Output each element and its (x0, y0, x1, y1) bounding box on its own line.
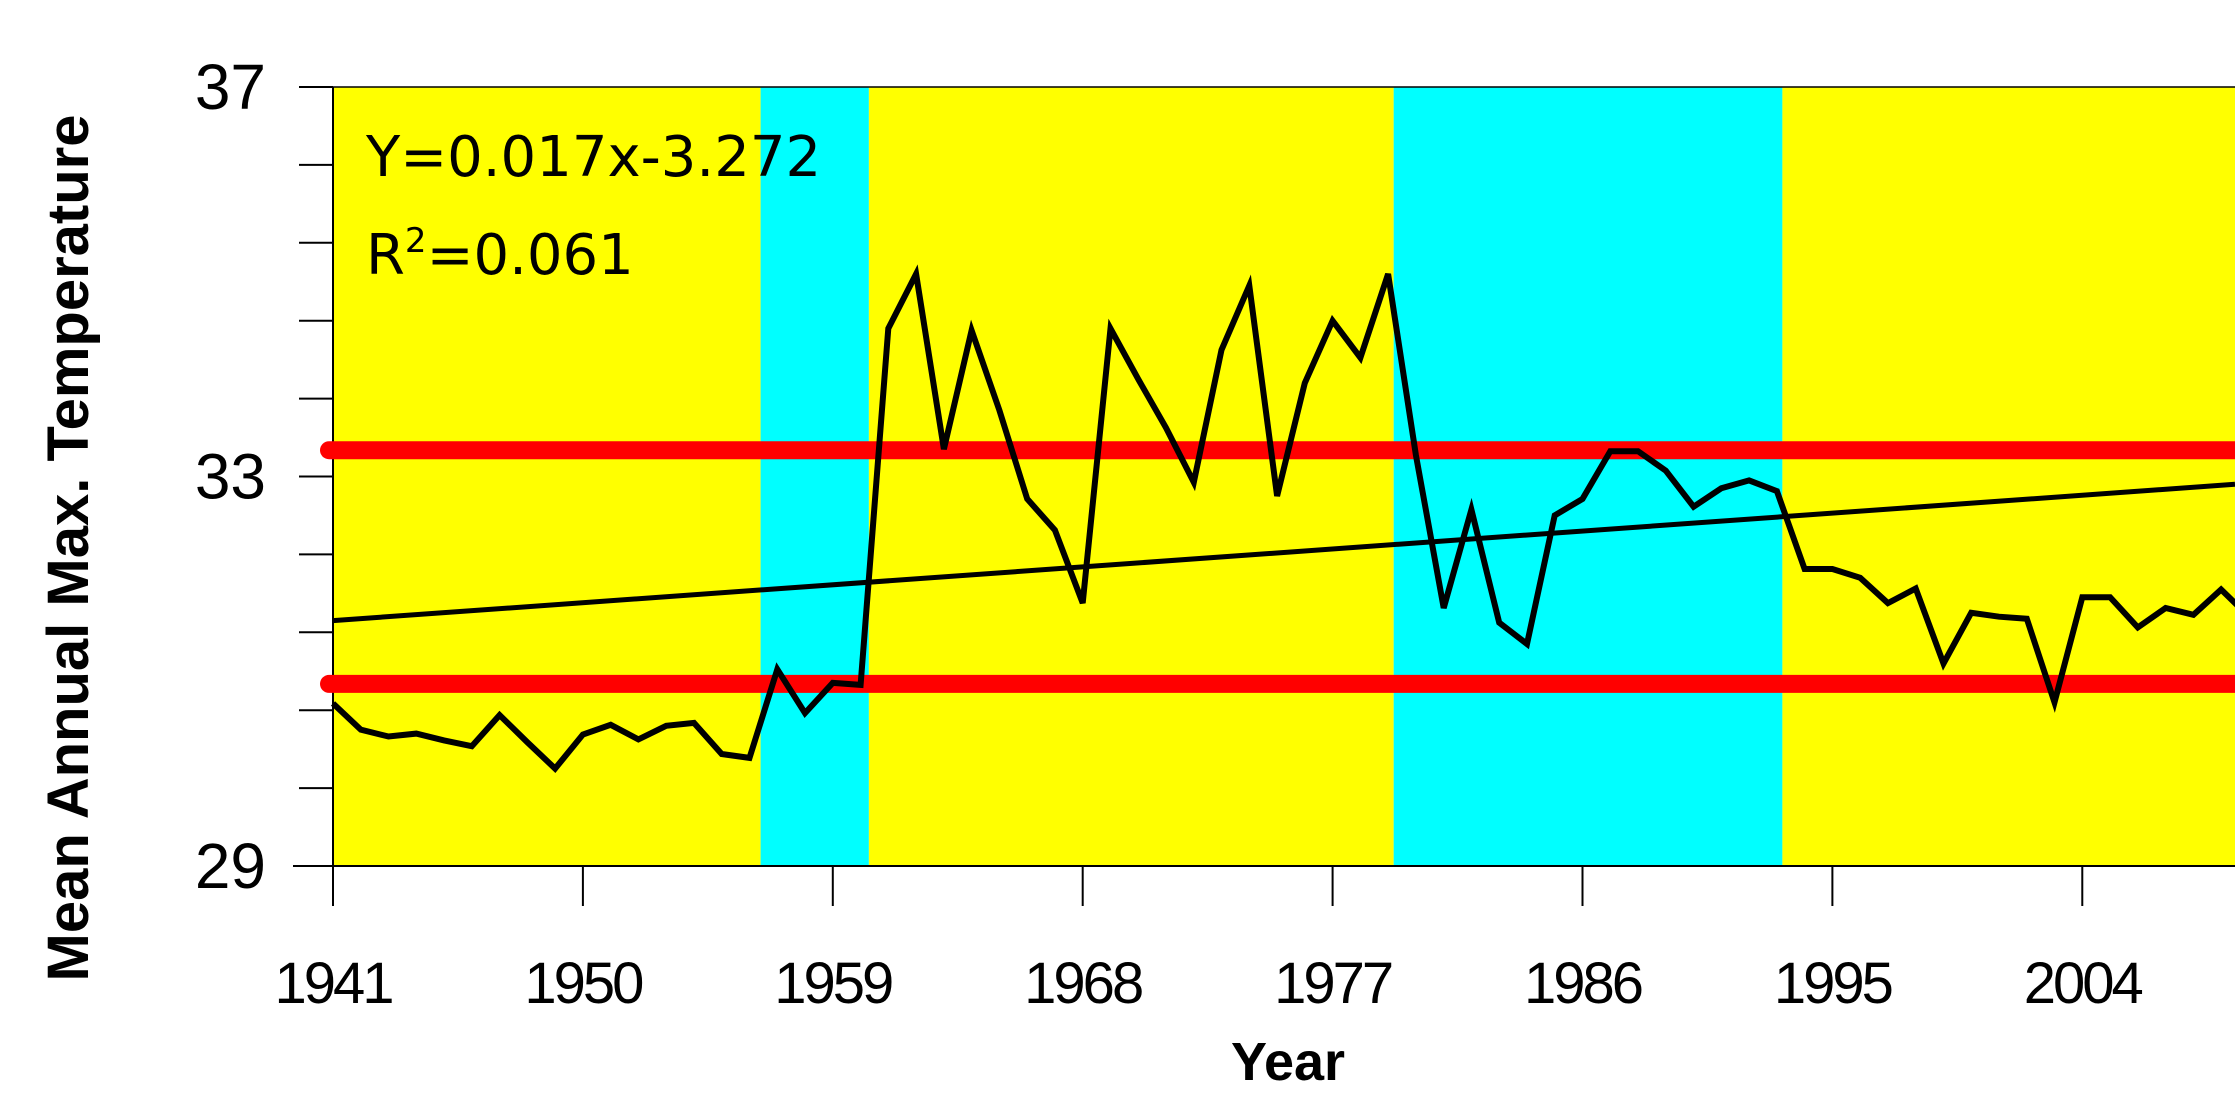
x-tick-label: 2004 (2024, 951, 2143, 1016)
x-tick-label: 1941 (274, 951, 392, 1016)
period-band-3 (868, 87, 1394, 866)
period-band-1 (333, 87, 761, 866)
equation-label: Y=0.017x-3.272 (365, 125, 821, 190)
y-axis-title: Mean Annual Max. Temperature (36, 115, 101, 982)
temperature-series-line (330, 264, 2235, 774)
x-tick-label: 1995 (1774, 951, 1892, 1016)
reference-lines (320, 441, 2235, 693)
r-squared-prefix: R (366, 223, 405, 288)
data-series (330, 264, 2235, 774)
trend-line-group (332, 481, 2235, 624)
x-tick-label: 1968 (1024, 951, 1142, 1016)
y-tick-label: 33 (195, 441, 266, 513)
x-tick-label: 1977 (1274, 951, 1392, 1016)
y-tick-label: 37 (195, 51, 266, 123)
trend-line (332, 481, 2235, 624)
x-tick-label: 1986 (1524, 951, 1642, 1016)
x-tick-label: 1950 (524, 951, 642, 1016)
tick-labels: 29 33 37 1941 1950 1959 1968 1977 1986 1995 2004 (195, 51, 2146, 1016)
period-bands (333, 87, 2235, 866)
period-band-4 (1393, 87, 1783, 866)
period-band-5 (1782, 87, 2235, 866)
x-axis-title: Year (1231, 1032, 1345, 1092)
r-squared-label: R2=0.061 (366, 221, 634, 288)
chart-axes (293, 86, 2235, 906)
y-tick-label: 29 (195, 830, 266, 902)
r-squared-value: =0.061 (427, 223, 634, 288)
period-band-2 (760, 87, 869, 866)
x-tick-label: 1959 (774, 951, 892, 1016)
r-squared-superscript: 2 (405, 221, 427, 261)
